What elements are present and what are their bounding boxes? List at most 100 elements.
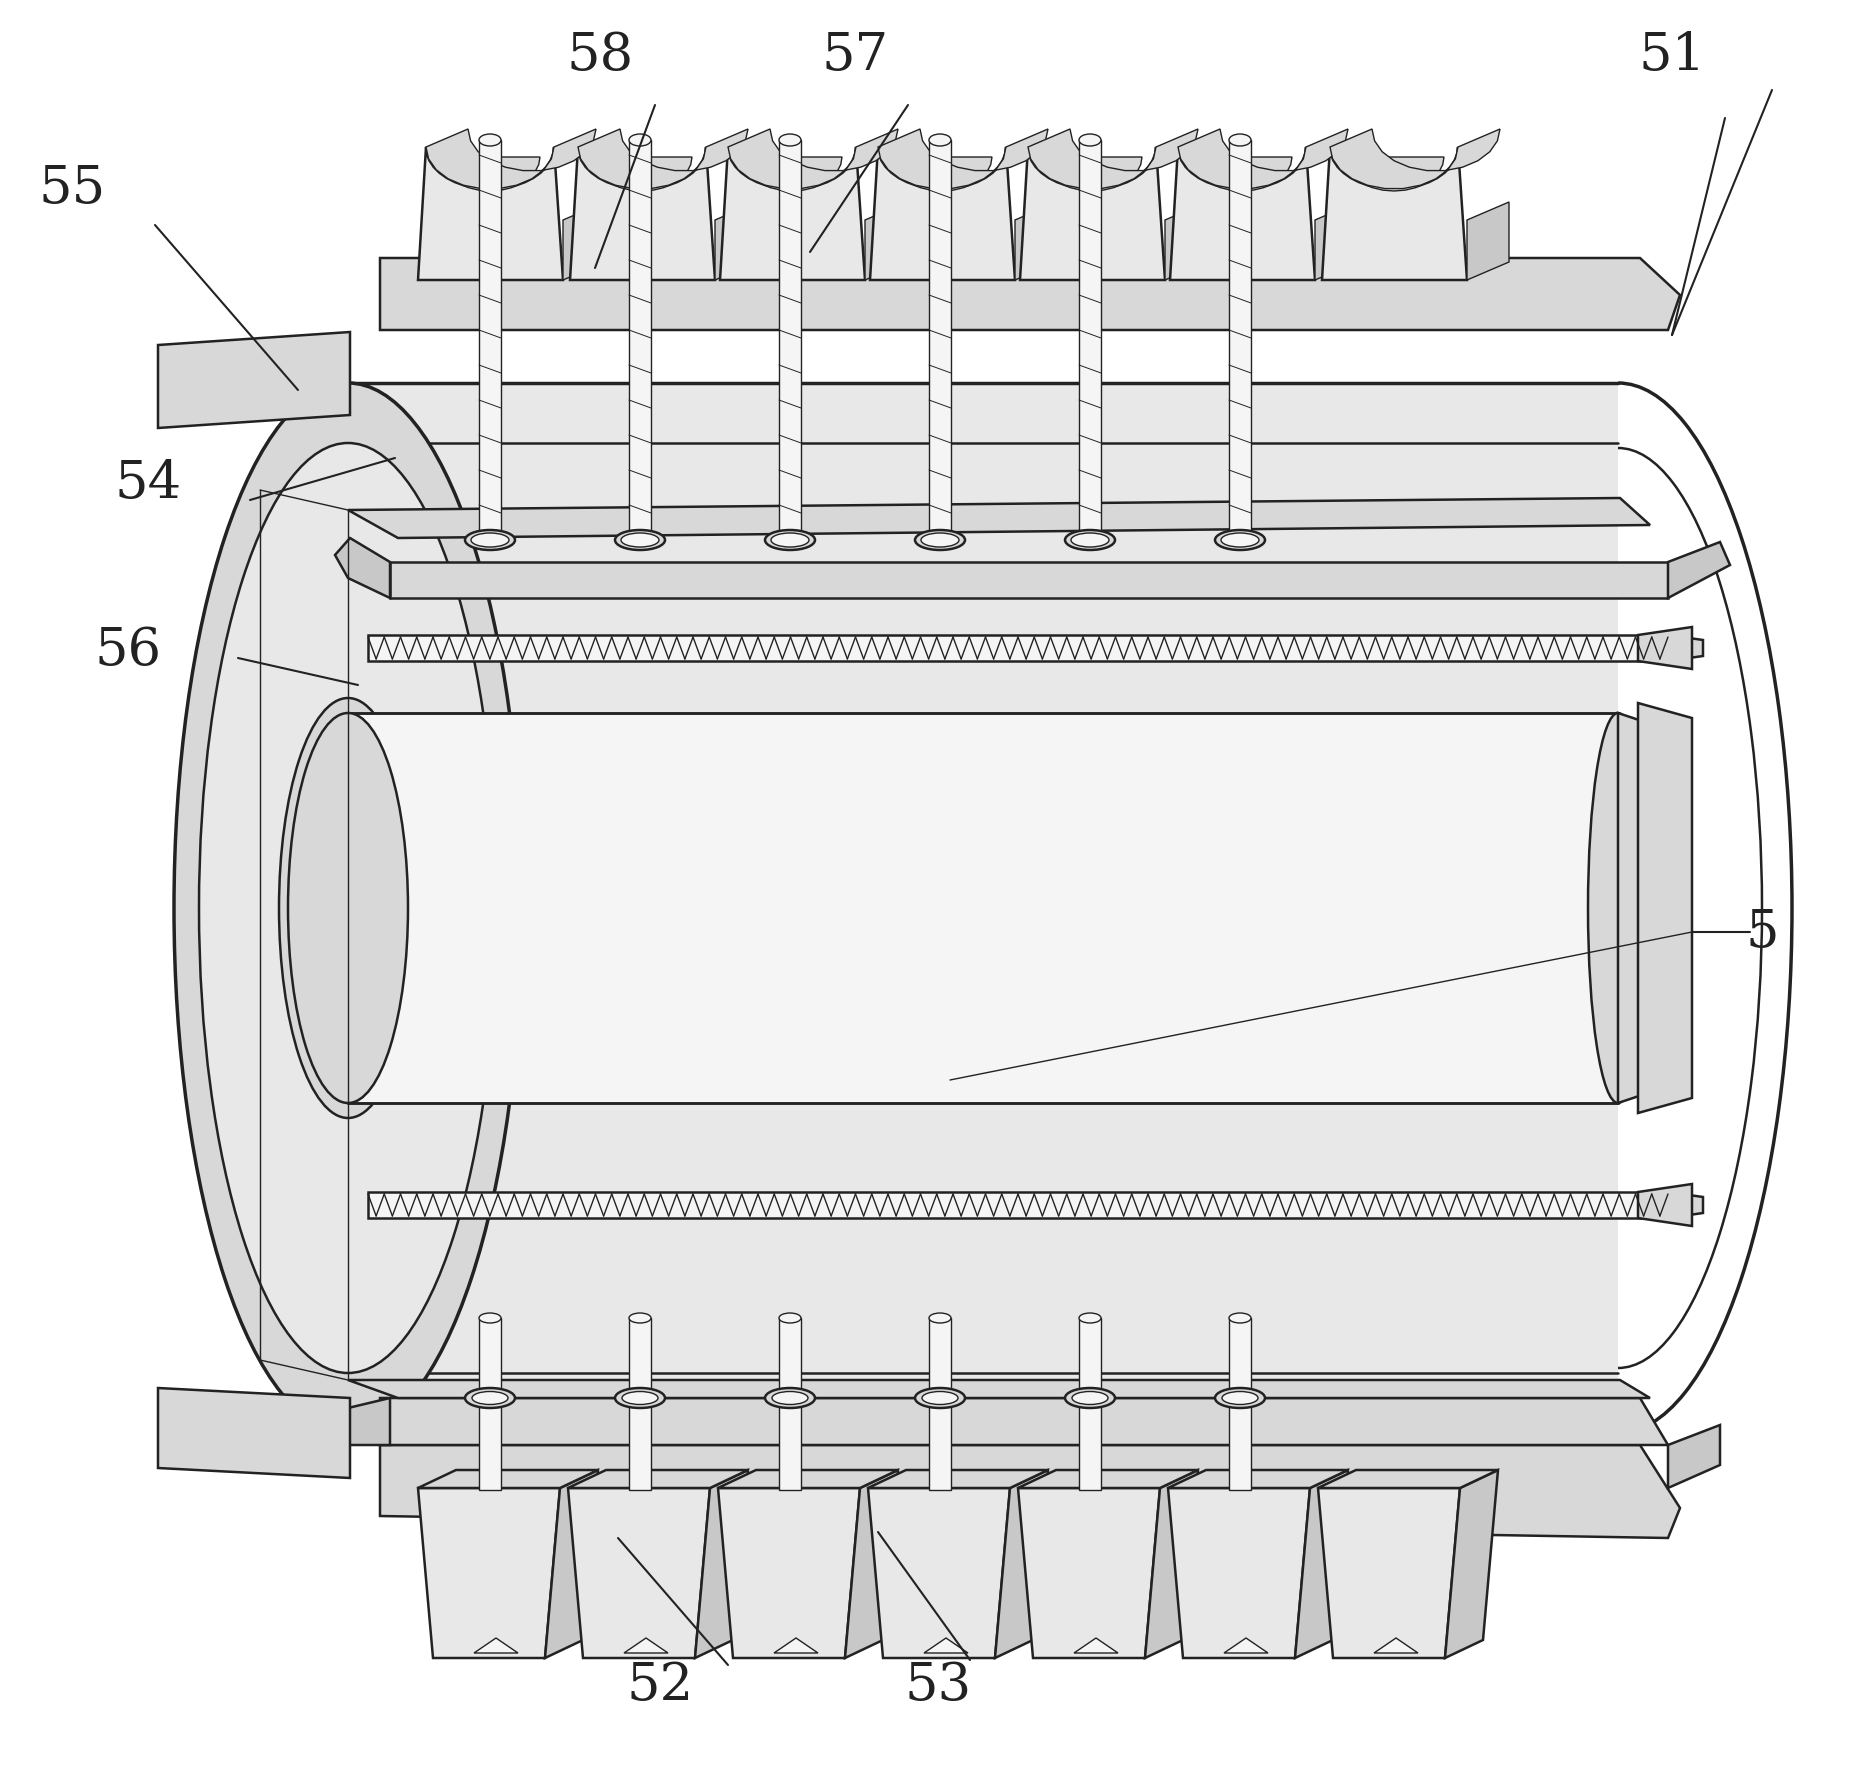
Polygon shape [869,1488,1009,1658]
Polygon shape [694,1470,749,1658]
Polygon shape [1019,1488,1159,1658]
Polygon shape [1021,147,1165,280]
Text: 51: 51 [1638,30,1705,81]
Polygon shape [1668,541,1730,598]
Ellipse shape [1066,531,1114,550]
Polygon shape [1668,1426,1720,1488]
Polygon shape [478,1318,501,1489]
Polygon shape [1028,129,1199,189]
Text: 58: 58 [567,30,634,81]
Polygon shape [478,140,501,540]
Polygon shape [1171,147,1315,280]
Polygon shape [563,202,604,280]
Ellipse shape [465,1389,516,1408]
Ellipse shape [1071,1392,1109,1405]
Ellipse shape [621,532,658,547]
Polygon shape [1668,1192,1703,1219]
Ellipse shape [623,1392,658,1405]
Ellipse shape [1587,713,1647,1104]
Polygon shape [349,713,1617,1104]
Ellipse shape [765,531,814,550]
Polygon shape [1294,1470,1349,1658]
Ellipse shape [1079,1313,1101,1323]
Polygon shape [719,1488,859,1658]
Polygon shape [1144,1470,1199,1658]
Polygon shape [1178,129,1349,189]
Polygon shape [390,563,1668,598]
Polygon shape [1191,157,1293,191]
Polygon shape [1445,1470,1499,1658]
Polygon shape [891,157,992,191]
Polygon shape [1015,202,1056,280]
Text: 5: 5 [1745,906,1778,957]
Polygon shape [1323,147,1467,280]
Polygon shape [568,1470,749,1488]
Polygon shape [1073,1638,1118,1652]
Polygon shape [775,1638,818,1652]
Polygon shape [625,1638,668,1652]
Polygon shape [426,129,597,189]
Polygon shape [381,258,1681,331]
Polygon shape [779,1318,801,1489]
Polygon shape [368,635,1668,662]
Ellipse shape [478,134,501,147]
Ellipse shape [921,1392,959,1405]
Polygon shape [546,1470,598,1658]
Ellipse shape [765,1389,814,1408]
Ellipse shape [1229,134,1251,147]
Ellipse shape [289,713,407,1104]
Polygon shape [1319,1488,1460,1658]
Polygon shape [593,157,692,191]
Text: 56: 56 [94,624,161,676]
Ellipse shape [1079,134,1101,147]
Polygon shape [349,1380,1651,1398]
Polygon shape [568,1488,709,1658]
Polygon shape [381,1398,1668,1445]
Polygon shape [368,1192,1668,1219]
Polygon shape [570,147,715,280]
Polygon shape [779,140,801,540]
Polygon shape [578,129,749,189]
Ellipse shape [771,532,809,547]
Ellipse shape [773,1392,809,1405]
Polygon shape [628,140,651,540]
Polygon shape [1229,1318,1251,1489]
Polygon shape [865,202,906,280]
Ellipse shape [1221,1392,1259,1405]
Text: 54: 54 [114,458,182,508]
Polygon shape [441,157,540,191]
Ellipse shape [628,1313,651,1323]
Polygon shape [720,147,865,280]
Polygon shape [1041,157,1142,191]
Polygon shape [1617,713,1662,1104]
Polygon shape [158,333,351,428]
Ellipse shape [473,1392,508,1405]
Polygon shape [336,538,390,598]
Polygon shape [1467,202,1508,280]
Ellipse shape [915,531,964,550]
Polygon shape [349,499,1651,538]
Polygon shape [1079,1318,1101,1489]
Ellipse shape [465,531,516,550]
Polygon shape [728,129,899,189]
Ellipse shape [779,1313,801,1323]
Polygon shape [994,1470,1049,1658]
Polygon shape [1079,140,1101,540]
Polygon shape [1315,202,1356,280]
Text: 57: 57 [822,30,889,81]
Ellipse shape [478,1313,501,1323]
Polygon shape [1638,1183,1692,1226]
Text: 53: 53 [904,1659,972,1711]
Ellipse shape [929,1313,951,1323]
Polygon shape [715,202,758,280]
Ellipse shape [1216,1389,1264,1408]
Ellipse shape [174,384,522,1433]
Polygon shape [418,1470,598,1488]
Polygon shape [349,384,1617,1433]
Polygon shape [418,1488,561,1658]
Polygon shape [929,140,951,540]
Ellipse shape [1221,532,1259,547]
Ellipse shape [1071,532,1109,547]
Text: 52: 52 [627,1659,694,1711]
Ellipse shape [1229,1313,1251,1323]
